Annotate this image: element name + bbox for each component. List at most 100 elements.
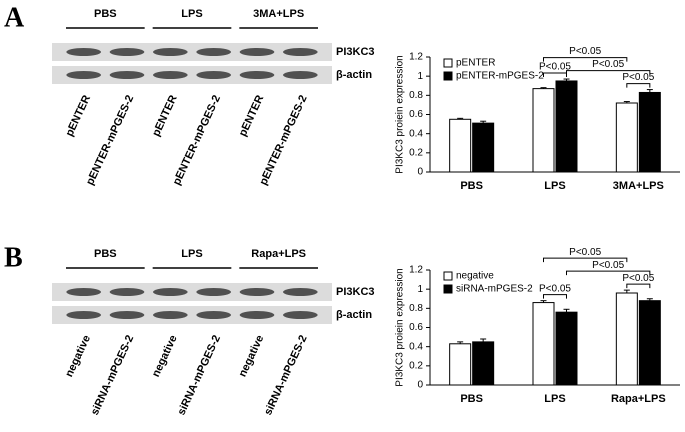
blot-band: [283, 48, 318, 56]
blot-band: [239, 71, 275, 79]
significance-bracket: [626, 83, 651, 88]
bar: [472, 122, 495, 173]
blot-strip: [52, 283, 332, 301]
blot-band: [239, 311, 275, 319]
blot-band: [239, 288, 275, 296]
blot-band: [109, 288, 145, 296]
lane-label: pENTER: [150, 93, 179, 138]
blot-band: [196, 48, 232, 56]
panel-label: B: [4, 242, 23, 273]
blot-band: [153, 288, 188, 296]
band-label: β-actin: [336, 69, 372, 81]
significance-label: P<0.05: [539, 62, 571, 73]
y-tick-label: 1.2: [409, 52, 423, 63]
bar: [615, 292, 638, 386]
lane-label: pENTER-mPGES-2: [84, 93, 136, 187]
group-label: PBS: [94, 248, 117, 260]
x-tick-label: 3MA+LPS: [613, 180, 664, 192]
blot-band: [239, 48, 275, 56]
y-tick-label: 0.8: [409, 303, 423, 314]
y-tick-label: 0.6: [409, 109, 423, 120]
blot-band: [66, 71, 101, 79]
y-tick-label: 0.4: [409, 128, 423, 139]
blot-strip: [52, 66, 332, 84]
blot-band: [66, 48, 101, 56]
bar: [532, 88, 555, 173]
band-label: PI3KC3: [336, 286, 375, 298]
legend-label: pENTER-mPGES-2: [456, 71, 544, 82]
significance-bracket: [543, 294, 567, 299]
band-label: β-actin: [336, 309, 372, 321]
legend-label: negative: [456, 271, 494, 282]
bar: [449, 343, 472, 386]
x-tick-label: LPS: [544, 180, 565, 192]
blot-band: [283, 288, 318, 296]
y-tick-label: 0.8: [409, 90, 423, 101]
significance-bracket: [543, 57, 628, 62]
significance-bracket: [626, 283, 651, 289]
panel-label: A: [4, 2, 25, 33]
significance-bracket: [566, 70, 651, 75]
blot-band: [66, 288, 101, 296]
blot-band: [153, 311, 188, 319]
lane-label: siRNA-mPGES-2: [262, 333, 310, 417]
blot-band: [109, 71, 145, 79]
lane-label: pENTER: [64, 93, 93, 138]
lane-label: siRNA-mPGES-2: [175, 333, 223, 417]
significance-bracket: [543, 257, 628, 263]
bar: [638, 91, 661, 173]
blot-band: [153, 71, 188, 79]
bar: [472, 341, 495, 386]
legend-label: siRNA-mPGES-2: [456, 284, 533, 295]
blot-band: [66, 311, 101, 319]
legend-swatch: [443, 71, 453, 81]
group-label: 3MA+LPS: [253, 8, 304, 20]
blot-band: [283, 311, 318, 319]
y-tick-label: 0: [417, 167, 423, 178]
bar: [449, 118, 472, 173]
blot-band: [196, 311, 232, 319]
group-label: Rapa+LPS: [251, 248, 306, 260]
legend-swatch: [443, 58, 453, 68]
bar: [638, 300, 661, 386]
group-label: LPS: [181, 248, 202, 260]
blot-band: [283, 71, 318, 79]
legend-swatch: [443, 271, 453, 281]
group-label: LPS: [181, 8, 202, 20]
lane-label: pENTER-mPGES-2: [257, 93, 309, 187]
lane-label: siRNA-mPGES-2: [89, 333, 137, 417]
blot-strip: [52, 43, 332, 61]
x-tick-label: PBS: [460, 393, 483, 405]
significance-label: P<0.05: [539, 283, 571, 294]
legend-swatch: [443, 284, 453, 294]
significance-label: P<0.05: [622, 273, 654, 284]
blot-band: [153, 48, 188, 56]
band-label: PI3KC3: [336, 46, 375, 58]
y-tick-label: 1: [417, 284, 423, 295]
y-tick-label: 0.2: [409, 360, 423, 371]
y-axis-label: PI3KC3 proiein expression: [395, 55, 406, 173]
y-tick-label: 0.2: [409, 147, 423, 158]
blot-band: [196, 288, 232, 296]
significance-label: P<0.05: [592, 260, 624, 271]
x-tick-label: PBS: [460, 180, 483, 192]
x-tick-label: LPS: [544, 393, 565, 405]
y-tick-label: 0: [417, 380, 423, 391]
y-tick-label: 1.2: [409, 265, 423, 276]
lane-label: negative: [150, 333, 180, 379]
significance-label: P<0.05: [569, 46, 601, 57]
significance-bracket: [543, 72, 567, 78]
blot-strip: [52, 306, 332, 324]
bar: [615, 102, 638, 173]
y-tick-label: 0.6: [409, 322, 423, 333]
lane-label: pENTER: [237, 93, 266, 138]
blot-band: [196, 71, 232, 79]
group-label: PBS: [94, 8, 117, 20]
lane-label: negative: [237, 333, 267, 379]
significance-label: P<0.05: [569, 247, 601, 258]
significance-label: P<0.05: [592, 59, 624, 70]
y-tick-label: 1: [417, 71, 423, 82]
bar: [555, 80, 578, 173]
y-tick-label: 0.4: [409, 341, 423, 352]
